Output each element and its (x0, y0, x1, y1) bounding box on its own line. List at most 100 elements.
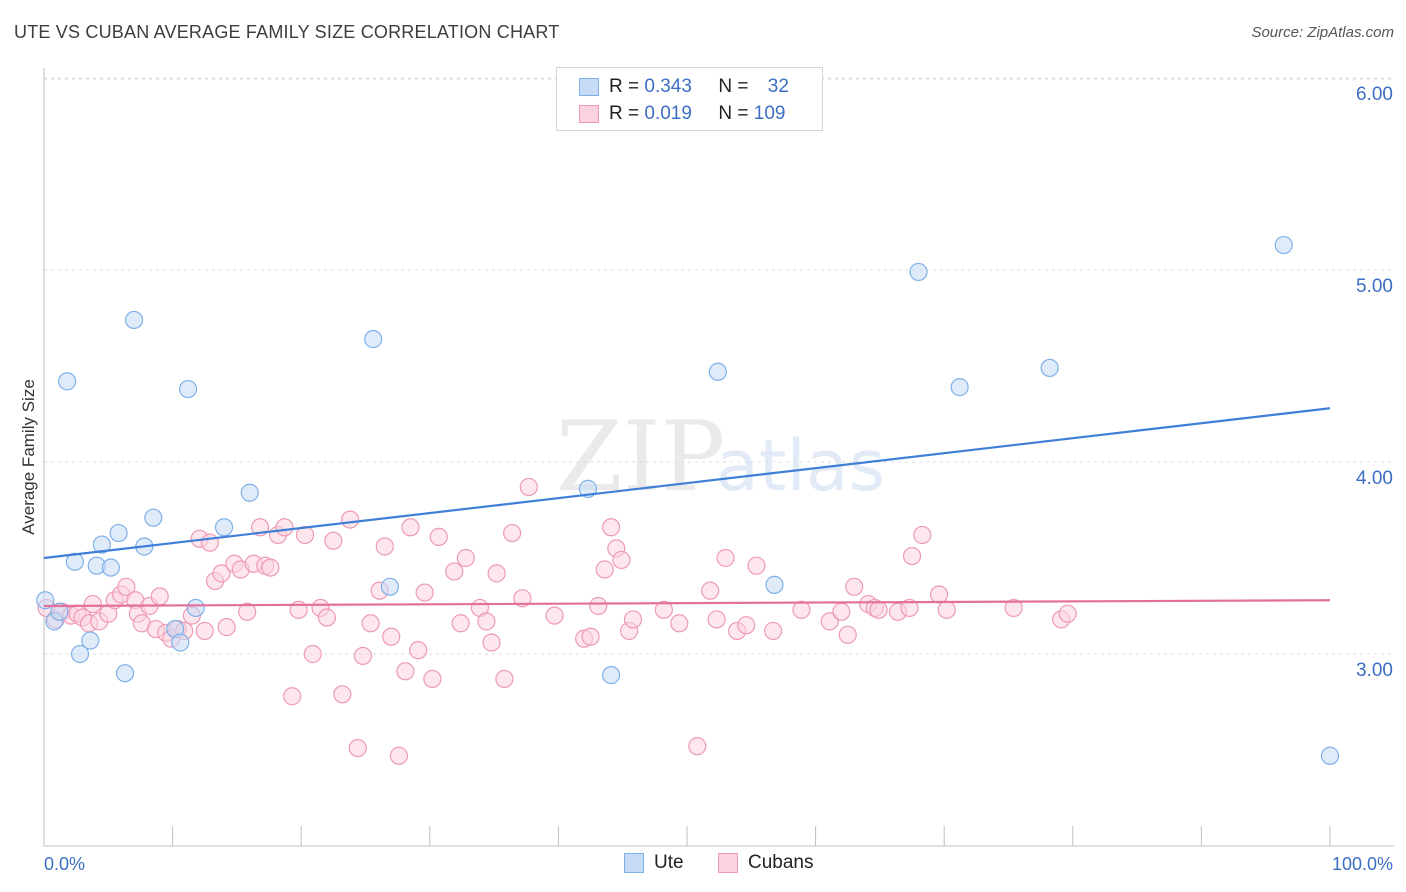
x-tick-label-end: 100.0% (1332, 854, 1393, 874)
y-tick-label: 4.00 (1356, 468, 1393, 489)
legend-n-value: 32 (767, 76, 789, 97)
point-ute (240, 483, 259, 502)
point-ute (70, 644, 90, 664)
point-cubans (737, 616, 756, 635)
point-cubans (581, 627, 600, 646)
point-cubans (513, 589, 532, 608)
point-cubans (348, 738, 367, 758)
series-legend: Ute Cubans (0, 852, 1406, 878)
point-cubans (150, 587, 169, 606)
point-cubans (838, 625, 857, 644)
point-ute (602, 666, 621, 685)
stats-legend: R = 0.343 N = 32 R = 0.019 N = 109 (556, 67, 823, 131)
point-ute (50, 602, 69, 621)
legend-swatch-cubans (718, 853, 738, 873)
point-cubans (832, 602, 851, 621)
point-cubans (701, 581, 720, 600)
legend-n-value: 109 (753, 103, 786, 124)
point-ute (36, 591, 55, 610)
point-cubans (212, 564, 231, 583)
point-cubans (1004, 598, 1023, 618)
legend-swatch-ute (624, 853, 644, 873)
trend-lines (43, 407, 1331, 608)
point-cubans (396, 662, 415, 681)
point-ute (214, 518, 234, 537)
legend-r-label: R = (609, 76, 640, 97)
point-cubans (409, 641, 428, 660)
legend-label-cubans: Cubans (748, 852, 814, 873)
point-cubans (317, 608, 337, 627)
point-cubans (707, 610, 726, 629)
axes (43, 68, 1394, 847)
point-ute (58, 372, 77, 391)
point-cubans (389, 746, 409, 765)
point-ute (1320, 746, 1340, 765)
point-cubans (261, 558, 280, 577)
y-tick-labels: 3.00 4.00 5.00 6.00 (1356, 84, 1393, 681)
legend-item-cubans[interactable]: Cubans (718, 852, 814, 874)
point-cubans (445, 562, 464, 581)
point-ute (144, 508, 163, 527)
y-tick-label: 5.00 (1356, 276, 1393, 297)
point-cubans (845, 577, 864, 596)
point-cubans (1058, 604, 1077, 623)
point-cubans (83, 594, 102, 614)
point-cubans (217, 618, 236, 637)
chart-title: UTE VS CUBAN AVERAGE FAMILY SIZE CORRELA… (14, 22, 560, 42)
y-tick-label: 3.00 (1356, 660, 1393, 681)
point-cubans (612, 550, 631, 570)
point-ute (124, 310, 144, 330)
legend-swatch-cubans (579, 105, 599, 123)
point-cubans (117, 577, 136, 596)
point-cubans (429, 527, 448, 546)
point-ute (101, 558, 120, 577)
point-cubans (902, 546, 922, 566)
point-cubans (303, 644, 322, 664)
point-cubans (764, 621, 783, 641)
point-ute (81, 631, 100, 650)
point-cubans (519, 477, 538, 497)
point-cubans (353, 646, 373, 666)
legend-n-label: N = (718, 103, 749, 124)
point-cubans (937, 600, 956, 619)
point-cubans (716, 548, 735, 568)
point-cubans (361, 614, 380, 633)
legend-r-value: 0.019 (644, 103, 692, 124)
point-cubans (623, 610, 643, 629)
watermark: ZIP atlas (556, 401, 885, 513)
legend-item-ute[interactable]: Ute (624, 852, 684, 874)
point-cubans (589, 596, 608, 616)
point-cubans (415, 583, 434, 602)
point-cubans (238, 602, 257, 621)
point-cubans (482, 633, 501, 652)
point-cubans (792, 600, 811, 619)
point-cubans (295, 525, 315, 545)
point-cubans (340, 510, 360, 529)
point-ute (950, 378, 969, 397)
point-ute (909, 262, 928, 282)
x-ticks (43, 826, 1331, 846)
point-cubans (200, 533, 219, 552)
point-ute (380, 577, 400, 596)
source-credit: Source: ZipAtlas.com (1251, 24, 1394, 41)
point-cubans (495, 669, 514, 689)
point-cubans (913, 525, 932, 545)
point-ute (765, 575, 784, 594)
point-ute (178, 379, 198, 399)
y-axis-label: Average Family Size (19, 379, 38, 535)
point-cubans (747, 556, 766, 575)
point-ute (186, 598, 205, 618)
legend-n-label: N = (718, 76, 749, 97)
legend-r-label: R = (609, 103, 640, 124)
x-tick-label-start: 0.0% (44, 854, 85, 874)
legend-row-ute: R = 0.343 N = 32 (579, 74, 789, 100)
y-tick-label: 6.00 (1356, 84, 1393, 105)
point-cubans (195, 621, 214, 641)
legend-label-ute: Ute (654, 852, 684, 873)
point-ute (109, 523, 128, 543)
point-cubans (375, 537, 394, 556)
legend-row-cubans: R = 0.019 N = 109 (579, 101, 785, 127)
point-cubans (688, 737, 707, 756)
point-cubans (654, 600, 673, 619)
